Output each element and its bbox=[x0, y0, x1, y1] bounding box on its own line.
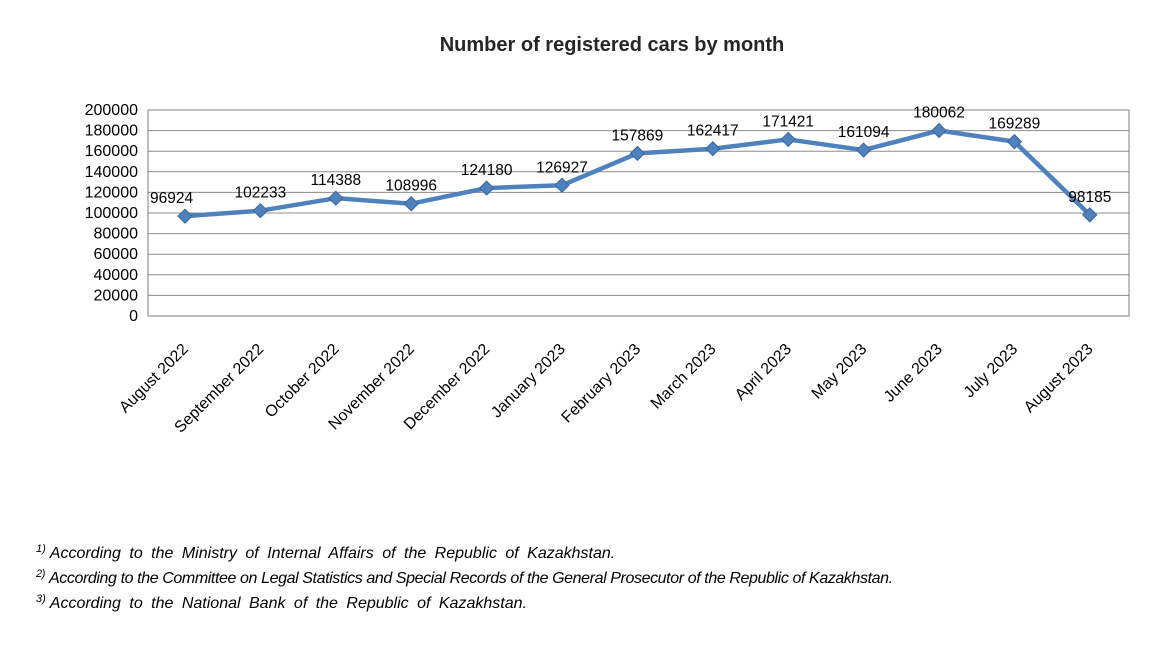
data-label: 124180 bbox=[461, 162, 513, 179]
data-label: 96924 bbox=[150, 190, 193, 207]
data-label: 102233 bbox=[235, 185, 287, 202]
svg-text:120000: 120000 bbox=[85, 184, 138, 201]
data-label: 169289 bbox=[989, 116, 1041, 133]
svg-text:20000: 20000 bbox=[94, 287, 139, 304]
footnote-3: 3) According to the National Bank of the … bbox=[36, 592, 1136, 613]
data-point-marker bbox=[1082, 207, 1098, 223]
footnote-3-marker: 3) bbox=[36, 592, 46, 605]
plot-area-border bbox=[147, 109, 1130, 317]
data-label: 161094 bbox=[838, 124, 890, 141]
data-point-marker bbox=[403, 196, 419, 212]
x-axis-label: October 2022 bbox=[262, 341, 343, 422]
data-point-marker bbox=[780, 131, 796, 148]
x-axis-label: July 2023 bbox=[961, 341, 1022, 402]
svg-text:60000: 60000 bbox=[94, 246, 139, 263]
data-point-marker bbox=[478, 180, 495, 196]
data-label: 114388 bbox=[311, 172, 362, 189]
data-point-markers bbox=[177, 122, 1098, 224]
svg-text:80000: 80000 bbox=[94, 226, 139, 243]
svg-text:0: 0 bbox=[129, 308, 138, 325]
svg-text:200000: 200000 bbox=[85, 102, 138, 119]
footnote-1: 1) According to the Ministry of Internal … bbox=[36, 542, 1136, 563]
data-point-marker bbox=[177, 208, 193, 224]
data-label: 171421 bbox=[762, 113, 814, 130]
data-label: 157869 bbox=[612, 127, 664, 144]
svg-text:140000: 140000 bbox=[85, 164, 138, 181]
footnote-3-text: According to the National Bank of the Re… bbox=[49, 595, 527, 612]
data-labels: 96924 102233 114388 108996 124180 126927 15786… bbox=[150, 105, 1111, 208]
data-label: 162417 bbox=[687, 123, 739, 140]
data-label: 180062 bbox=[913, 105, 965, 122]
data-label: 108996 bbox=[385, 178, 437, 195]
data-point-marker bbox=[705, 141, 721, 157]
x-axis-label: January 2023 bbox=[488, 341, 569, 422]
svg-text:100000: 100000 bbox=[85, 205, 138, 222]
svg-text:180000: 180000 bbox=[85, 123, 138, 140]
data-label: 126927 bbox=[536, 159, 588, 176]
svg-text:40000: 40000 bbox=[94, 267, 139, 284]
x-axis-label: March 2023 bbox=[648, 341, 720, 413]
footnote-2-text: According to the Committee on Legal Stat… bbox=[48, 570, 893, 587]
data-point-marker bbox=[1006, 133, 1023, 150]
x-axis-label: August 2023 bbox=[1021, 341, 1097, 417]
x-axis-label: June 2023 bbox=[881, 341, 946, 406]
y-axis-labels: 0 20000 40000 60000 80000 100000 120000 140000 1… bbox=[85, 102, 138, 325]
data-label: 98185 bbox=[1068, 189, 1111, 206]
svg-text:160000: 160000 bbox=[85, 143, 138, 160]
data-point-marker bbox=[855, 142, 872, 158]
x-axis-label: August 2022 bbox=[116, 341, 192, 417]
data-point-marker bbox=[328, 190, 344, 206]
x-axis-label: May 2023 bbox=[809, 341, 871, 403]
x-axis-label: February 2023 bbox=[559, 341, 645, 427]
footnotes-block: 1) According to the Ministry of Internal … bbox=[36, 542, 1136, 619]
footnote-2-marker: 2) bbox=[36, 567, 45, 580]
data-point-marker bbox=[629, 145, 646, 162]
footnote-2: 2) According to the Committee on Legal St… bbox=[36, 567, 1136, 588]
line-chart: 0 20000 40000 60000 80000 100000 120000 140000 1… bbox=[85, 102, 1130, 437]
data-point-marker bbox=[252, 202, 269, 219]
chart-title: Number of registered cars by month bbox=[439, 34, 785, 56]
footnote-1-text: According to the Ministry of Internal Af… bbox=[49, 545, 616, 562]
footnote-1-marker: 1) bbox=[36, 542, 46, 555]
data-point-marker bbox=[554, 177, 570, 193]
data-point-marker bbox=[931, 122, 947, 139]
x-axis-label: April 2023 bbox=[732, 341, 795, 404]
